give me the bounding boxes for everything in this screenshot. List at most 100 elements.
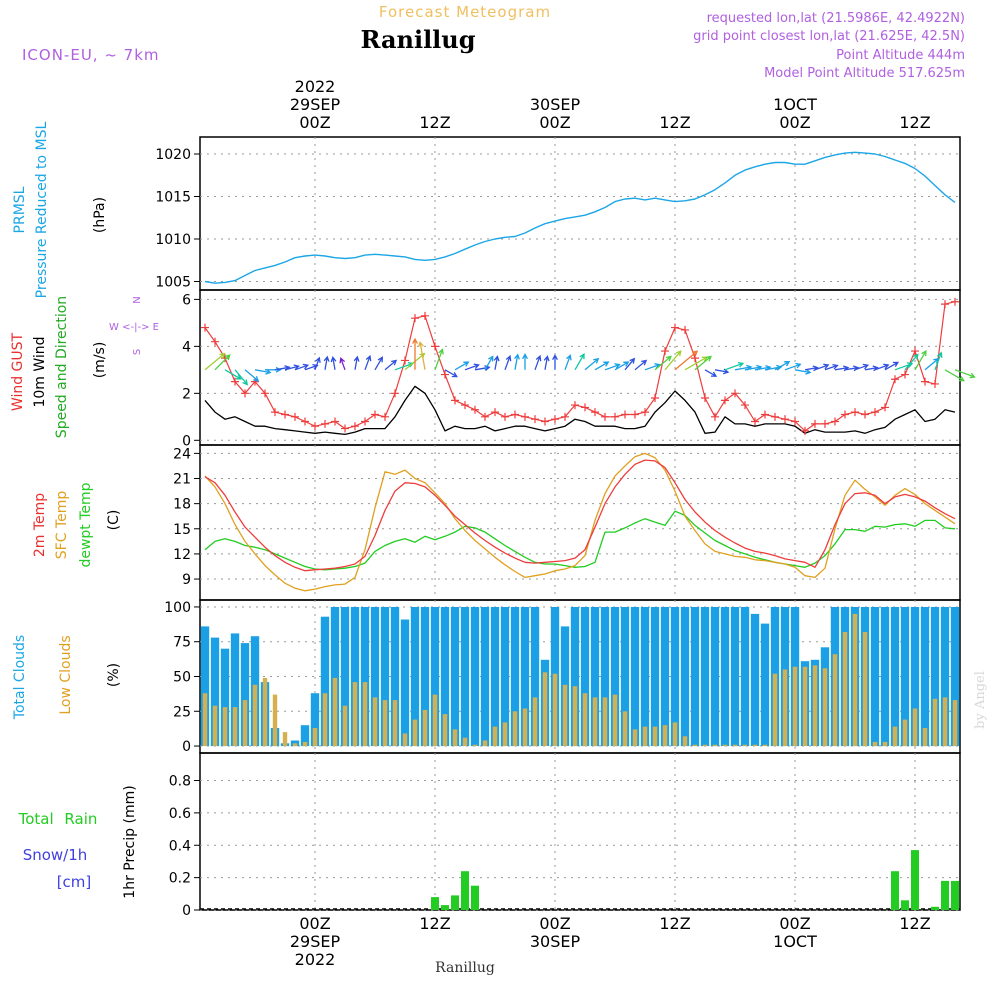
precip-title-cm: [cm] [57, 873, 92, 891]
low-cloud-bar [212, 705, 218, 746]
watermark: by Angel [973, 671, 988, 729]
pressure-unit: (hPa) [92, 197, 108, 233]
wind-direction-arrow [522, 353, 528, 370]
low-cloud-bar [222, 707, 228, 746]
total-cloud-bar [310, 693, 320, 747]
clouds-ytick-label: 50 [173, 670, 191, 686]
total-cloud-bar [420, 607, 430, 747]
low-cloud-bar [402, 733, 408, 746]
rain-bar [471, 885, 479, 910]
rain-bar [431, 897, 439, 910]
clouds-ytick-label: 0 [182, 739, 191, 755]
low-cloud-bar [792, 666, 798, 747]
low-cloud-bar [642, 726, 648, 747]
temp-title-sfc: SFC Temp [54, 491, 70, 560]
low-cloud-bar [602, 697, 608, 747]
precip-ytick-label: 0.2 [169, 871, 191, 887]
wind-direction-arrow [514, 353, 520, 370]
low-cloud-bar [262, 677, 268, 747]
wind-title-10m: 10m Wind [32, 336, 48, 407]
gust-marker [501, 412, 509, 421]
total-cloud-bar [930, 607, 940, 747]
low-cloud-bar [382, 700, 388, 746]
wind-direction-arrow [374, 356, 383, 371]
low-cloud-bar [352, 682, 358, 747]
rain-bar [451, 895, 459, 910]
total-cloud-bar [950, 607, 960, 747]
total-cloud-bar [890, 607, 900, 747]
model-altitude: Model Point Altitude 517.625m [764, 66, 965, 81]
gust-marker [751, 417, 759, 426]
wind-direction-arrow [914, 349, 927, 371]
total-cloud-bar [360, 607, 370, 747]
wind-direction-arrow [584, 357, 600, 371]
low-cloud-bar [852, 613, 858, 746]
low-cloud-bar [362, 682, 368, 747]
low-cloud-bar [662, 725, 668, 747]
low-cloud-bar [592, 697, 598, 747]
low-cloud-bar [612, 694, 618, 747]
low-cloud-bar [632, 729, 638, 747]
time-label: 2022 [295, 950, 336, 969]
gust-marker [591, 408, 599, 417]
low-cloud-bar [392, 700, 398, 746]
gust-marker [761, 410, 769, 419]
precip-title-snow: Snow/1h [23, 846, 88, 864]
low-cloud-bar [942, 697, 948, 747]
wind-gust-line [204, 301, 956, 432]
wind-direction-arrow [694, 355, 712, 371]
gust-marker [441, 370, 449, 379]
pressure-frame [199, 136, 961, 291]
temp-title-2m: 2m Temp [32, 493, 48, 557]
low-cloud-bar [232, 707, 238, 746]
total-cloud-bar [480, 607, 490, 747]
low-cloud-bar [502, 722, 508, 746]
gust-marker [271, 408, 279, 417]
total-cloud-bar [520, 607, 530, 747]
low-cloud-bar [742, 744, 748, 747]
gust-marker [871, 408, 879, 417]
wind-direction-arrow [934, 351, 943, 371]
time-label: 12Z [659, 914, 690, 933]
wind-direction-arrow [864, 365, 879, 372]
cloud-unit: (%) [106, 663, 122, 687]
gust-marker [361, 417, 369, 426]
gust-marker [621, 410, 629, 419]
time-label: 12Z [899, 113, 930, 132]
cloud-title-total: Total Clouds [12, 635, 28, 720]
gust-marker [301, 417, 309, 426]
gust-marker [831, 417, 839, 426]
gust-marker [461, 401, 469, 410]
total-cloud-bar [640, 607, 650, 747]
low-cloud-bar [522, 708, 528, 747]
footer-location: Ranillug [435, 960, 495, 976]
gust-marker [801, 426, 809, 435]
low-cloud-bar [922, 728, 928, 747]
wind-direction-arrow [624, 357, 636, 371]
total-cloud-bar [300, 725, 310, 747]
total-cloud-bar [590, 607, 600, 747]
total-cloud-bar [400, 619, 410, 747]
low-cloud-bar [762, 744, 768, 747]
low-cloud-bar [422, 709, 428, 747]
gust-marker [341, 424, 349, 433]
wind-direction-arrow [364, 354, 372, 371]
wind-direction-arrow [644, 363, 661, 371]
gust-marker [641, 408, 649, 417]
gust-marker [661, 347, 669, 356]
total-cloud-bar [330, 607, 340, 747]
gust-marker [381, 412, 389, 421]
gust-marker [291, 412, 299, 421]
wind-direction-arrow [339, 357, 346, 371]
time-label: 00Z [299, 914, 330, 933]
total-cloud-bar [410, 607, 420, 747]
gust-marker [771, 412, 779, 421]
total-cloud-bar [380, 607, 390, 747]
gust-marker [941, 300, 949, 309]
low-cloud-bar [682, 736, 688, 746]
gust-marker [791, 417, 799, 426]
cloud-title-low: Low Clouds [58, 635, 74, 714]
gust-marker [521, 412, 529, 421]
panel-clouds: 0 25 50 75 100 [164, 599, 961, 755]
total-cloud-bar [530, 607, 540, 747]
